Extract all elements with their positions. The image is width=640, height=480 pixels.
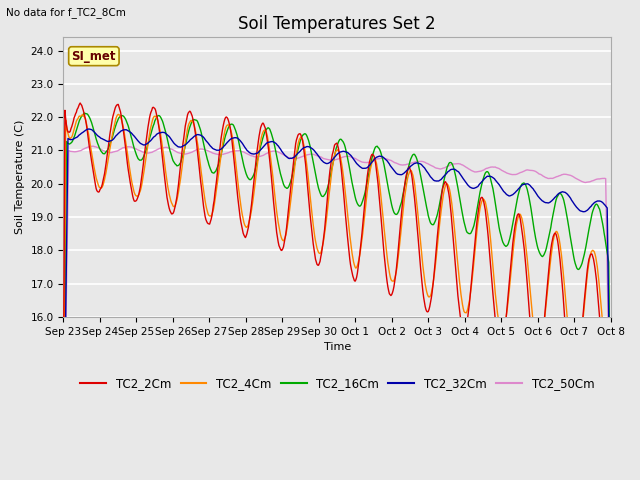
TC2_4Cm: [127, 171, 134, 177]
TC2_4Cm: [211, 198, 219, 204]
Line: TC2_4Cm: TC2_4Cm: [63, 114, 611, 480]
TC2_4Cm: [115, 111, 122, 117]
TC2_50Cm: [89, 143, 97, 149]
Line: TC2_16Cm: TC2_16Cm: [63, 113, 611, 480]
TC2_50Cm: [60, 473, 67, 479]
TC2_4Cm: [182, 135, 190, 141]
Legend: TC2_2Cm, TC2_4Cm, TC2_16Cm, TC2_32Cm, TC2_50Cm: TC2_2Cm, TC2_4Cm, TC2_16Cm, TC2_32Cm, TC…: [76, 372, 599, 395]
Text: No data for f_TC2_8Cm: No data for f_TC2_8Cm: [6, 7, 126, 18]
TC2_16Cm: [81, 110, 88, 116]
TC2_32Cm: [607, 474, 615, 480]
TC2_2Cm: [76, 100, 84, 106]
TC2_16Cm: [404, 165, 412, 170]
TC2_2Cm: [211, 190, 219, 196]
TC2_2Cm: [420, 299, 428, 305]
Title: Soil Temperatures Set 2: Soil Temperatures Set 2: [238, 15, 436, 33]
Line: TC2_2Cm: TC2_2Cm: [63, 103, 611, 480]
TC2_32Cm: [182, 141, 190, 147]
TC2_16Cm: [211, 169, 219, 175]
Text: SI_met: SI_met: [72, 50, 116, 63]
TC2_50Cm: [70, 149, 77, 155]
TC2_32Cm: [420, 165, 428, 170]
TC2_50Cm: [127, 144, 134, 150]
TC2_32Cm: [211, 147, 219, 153]
TC2_4Cm: [404, 172, 412, 178]
TC2_16Cm: [127, 131, 134, 137]
TC2_50Cm: [182, 151, 190, 157]
X-axis label: Time: Time: [324, 342, 351, 352]
TC2_32Cm: [127, 130, 134, 135]
TC2_50Cm: [420, 159, 428, 165]
TC2_2Cm: [127, 181, 134, 187]
TC2_4Cm: [420, 276, 428, 282]
TC2_4Cm: [70, 130, 77, 135]
TC2_32Cm: [404, 166, 412, 171]
TC2_16Cm: [182, 140, 190, 145]
TC2_2Cm: [60, 397, 67, 403]
TC2_2Cm: [70, 119, 77, 124]
TC2_2Cm: [404, 165, 412, 171]
TC2_50Cm: [211, 151, 219, 156]
TC2_50Cm: [404, 161, 412, 167]
Line: TC2_50Cm: TC2_50Cm: [63, 146, 611, 480]
Y-axis label: Soil Temperature (C): Soil Temperature (C): [15, 120, 25, 234]
TC2_32Cm: [84, 126, 92, 132]
Line: TC2_32Cm: TC2_32Cm: [63, 129, 611, 480]
TC2_2Cm: [182, 120, 190, 125]
TC2_16Cm: [420, 193, 428, 199]
TC2_32Cm: [70, 136, 77, 142]
TC2_16Cm: [70, 136, 77, 142]
TC2_4Cm: [60, 477, 67, 480]
